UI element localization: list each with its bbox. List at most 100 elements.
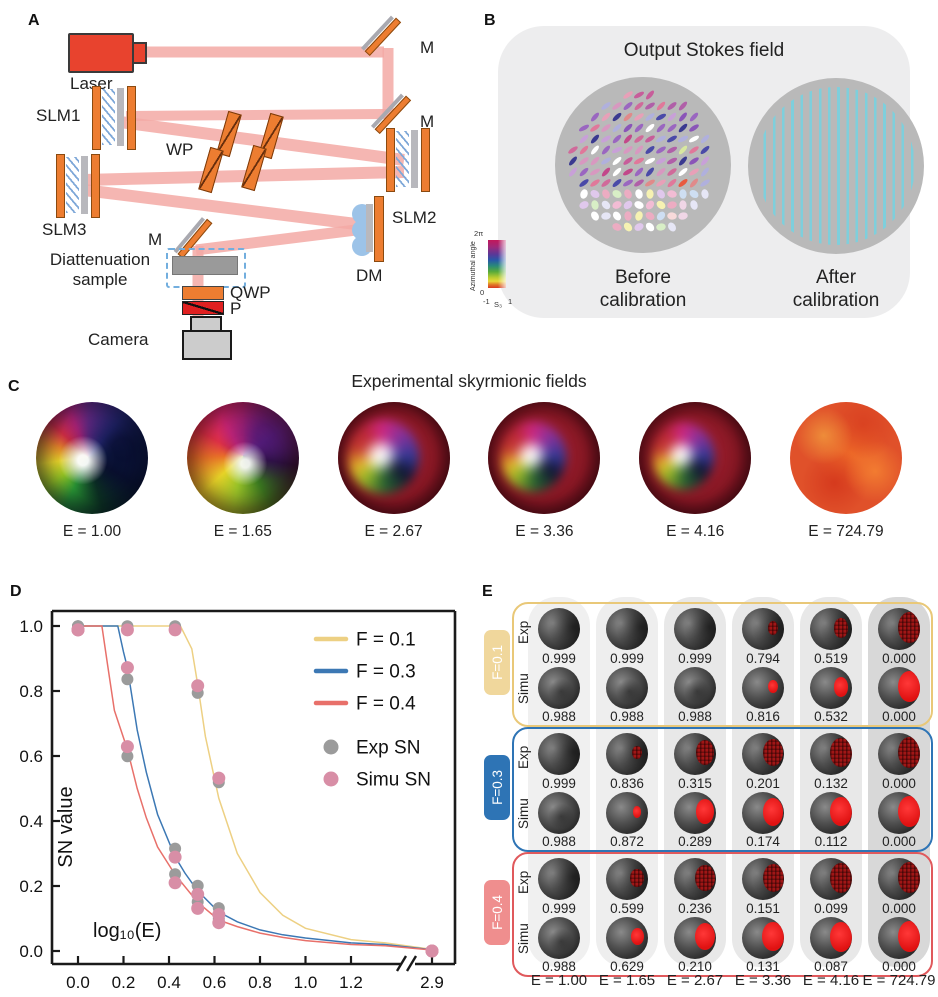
exp-sn-value: 0.000 (882, 901, 916, 916)
axis-break-slash (395, 955, 408, 972)
sn-defect-spot (630, 928, 644, 946)
sphere-smudge (538, 917, 580, 959)
polarization-ellipse (678, 156, 688, 166)
row-label-simu: Simu (516, 923, 531, 955)
polarization-ellipse (645, 135, 655, 143)
sn-defect-spot (768, 680, 778, 694)
simu-sphere (674, 792, 716, 834)
e-column-label: E = 4.16 (802, 972, 860, 989)
polarization-ellipse (612, 134, 622, 144)
polarization-ellipse (623, 179, 633, 187)
x-tick-label: 0.0 (66, 973, 90, 992)
sphere-smudge (538, 667, 580, 709)
simu-sphere (878, 917, 920, 959)
camera-body (182, 330, 232, 360)
polarization-ellipse (667, 124, 677, 132)
panel-c-skyrmionic-fields: C Experimental skyrmionic fields E = 1.0… (0, 365, 938, 575)
sphere-smudge (674, 667, 716, 709)
polarization-ellipse (612, 112, 622, 122)
exp-sphere (810, 608, 852, 650)
panel-b-label: B (484, 12, 496, 29)
slm-waves (396, 131, 409, 187)
polarization-ellipse (591, 145, 599, 155)
polarization-ellipse (580, 189, 588, 199)
simu-sphere (538, 792, 580, 834)
polarization-ellipse (700, 156, 710, 166)
slm-plate (117, 88, 124, 146)
simu-sn-point (191, 901, 205, 915)
polarization-ellipse (634, 113, 644, 121)
e-column-label: E = 1.00 (530, 972, 588, 989)
polarization-ellipse (679, 200, 687, 210)
slm-plate (81, 156, 88, 214)
column-strip (732, 597, 794, 967)
polarizer (182, 301, 224, 315)
polarization-ellipse (623, 146, 633, 154)
simu-sn-point (168, 623, 182, 637)
polarization-ellipse (689, 112, 699, 122)
legend-label: F = 0.1 (356, 630, 416, 651)
sphere-shadow (538, 608, 580, 650)
polarization-ellipse (645, 200, 655, 210)
column-strip (868, 597, 930, 967)
exp-sphere (538, 858, 580, 900)
beam-mirror2-to-slm1 (125, 109, 389, 121)
y-tick-label: 0.4 (19, 812, 43, 831)
colorbar-s3-left: -1 (483, 297, 490, 306)
polarization-ellipse (623, 200, 633, 210)
polarization-ellipse (666, 146, 678, 154)
polarization-ellipse (590, 156, 600, 166)
polarization-ellipse (601, 200, 611, 210)
f-group-tab-label: F=0.1 (489, 645, 505, 680)
sn-defect-spot (897, 612, 920, 644)
sample-label-line2: sample (72, 270, 128, 289)
x-axis-title: log₁₀(E) (93, 920, 161, 942)
e-column-label: E = 2.67 (666, 972, 724, 989)
polarization-ellipse (634, 145, 644, 155)
row-label-exp: Exp (516, 870, 531, 894)
polarization-ellipse (701, 189, 709, 199)
polarization-ellipse (623, 222, 633, 232)
skyrmion-sphere (186, 402, 299, 514)
sn-defect-spot (830, 921, 852, 952)
beam-dm-to-mirror3 (195, 222, 373, 256)
exp-sn-value: 0.999 (542, 651, 576, 666)
skyrmion-e-label: E = 2.67 (364, 523, 423, 540)
exp-sn-value: 0.519 (814, 651, 848, 666)
polarization-ellipse (623, 91, 633, 99)
polarization-ellipse (667, 102, 677, 110)
polarization-ellipse (612, 156, 622, 166)
camera-label: Camera (88, 330, 149, 349)
slm-plate (92, 86, 101, 150)
panel-c-label: C (8, 378, 20, 395)
f-group-box (512, 602, 933, 727)
slm-right-device (386, 128, 430, 192)
sphere-shadow (538, 858, 580, 900)
simu-sn-value: 0.872 (610, 834, 644, 849)
calibrated-stripes (757, 87, 915, 245)
polarization-ellipse (612, 178, 622, 188)
polarization-ellipse (689, 124, 699, 132)
polarizer-label: P (230, 299, 242, 318)
skyrmion-sphere-row: E = 1.00 E = 1.65 E = 2.67 E = 3.36 E = 4.16… (24, 402, 914, 541)
f-group-tab: F=0.1 (484, 630, 510, 695)
polarization-ellipse (645, 113, 655, 121)
polarization-ellipse (579, 134, 589, 144)
polarization-ellipse (666, 157, 678, 165)
panel-a-setup-diagram: A Laser M M SLM1 (0, 0, 470, 365)
simu-sn-value: 0.000 (882, 834, 916, 849)
polarization-ellipse (590, 134, 600, 144)
exp-sphere (674, 858, 716, 900)
polarization-ellipse (700, 134, 710, 144)
polarization-ellipse (667, 190, 677, 198)
before-caption: Before calibration (554, 266, 732, 312)
polarization-ellipse (644, 157, 656, 165)
slm-plate (411, 130, 418, 188)
slm-waves (102, 89, 115, 145)
simu-sphere (810, 792, 852, 834)
polarization-ellipse (634, 201, 644, 209)
sn-defect-spot (695, 740, 715, 766)
polarization-ellipse (655, 113, 667, 121)
polarization-ellipse (590, 190, 600, 198)
simu-sn-point (212, 771, 226, 785)
